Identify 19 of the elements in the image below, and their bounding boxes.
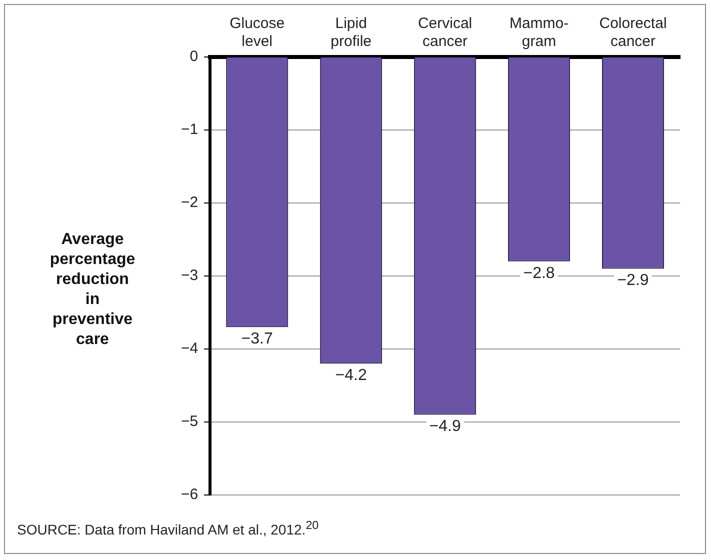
data-label: −2.8 <box>523 264 555 282</box>
x-tick-label: Mammo- gram <box>509 15 569 50</box>
data-label: −2.9 <box>617 272 649 290</box>
x-tick-label: Lipid profile <box>330 15 372 50</box>
x-tick-label: Cervical cancer <box>418 15 472 50</box>
y-tick-label: −3 <box>180 267 198 284</box>
y-tick-label: −5 <box>180 413 198 430</box>
data-label: −3.7 <box>241 330 273 348</box>
y-axis-title: Average percentage reduction in preventive care <box>48 230 136 350</box>
y-tick-label: −2 <box>180 194 198 212</box>
y-tick-label: 0 <box>190 48 198 66</box>
y-tick-label: −1 <box>180 121 198 138</box>
data-label: −4.9 <box>429 418 461 436</box>
x-tick-label: Colorectal cancer <box>599 15 667 50</box>
source-note: SOURCE: Data from Haviland AM et al., 2012.$^{20}$ <box>17 519 319 538</box>
y-tick-label: −4 <box>180 340 198 358</box>
y-tick-label: −6 <box>180 486 198 504</box>
data-label: −4.2 <box>335 367 367 384</box>
x-tick-label: Glucose level <box>230 15 285 50</box>
